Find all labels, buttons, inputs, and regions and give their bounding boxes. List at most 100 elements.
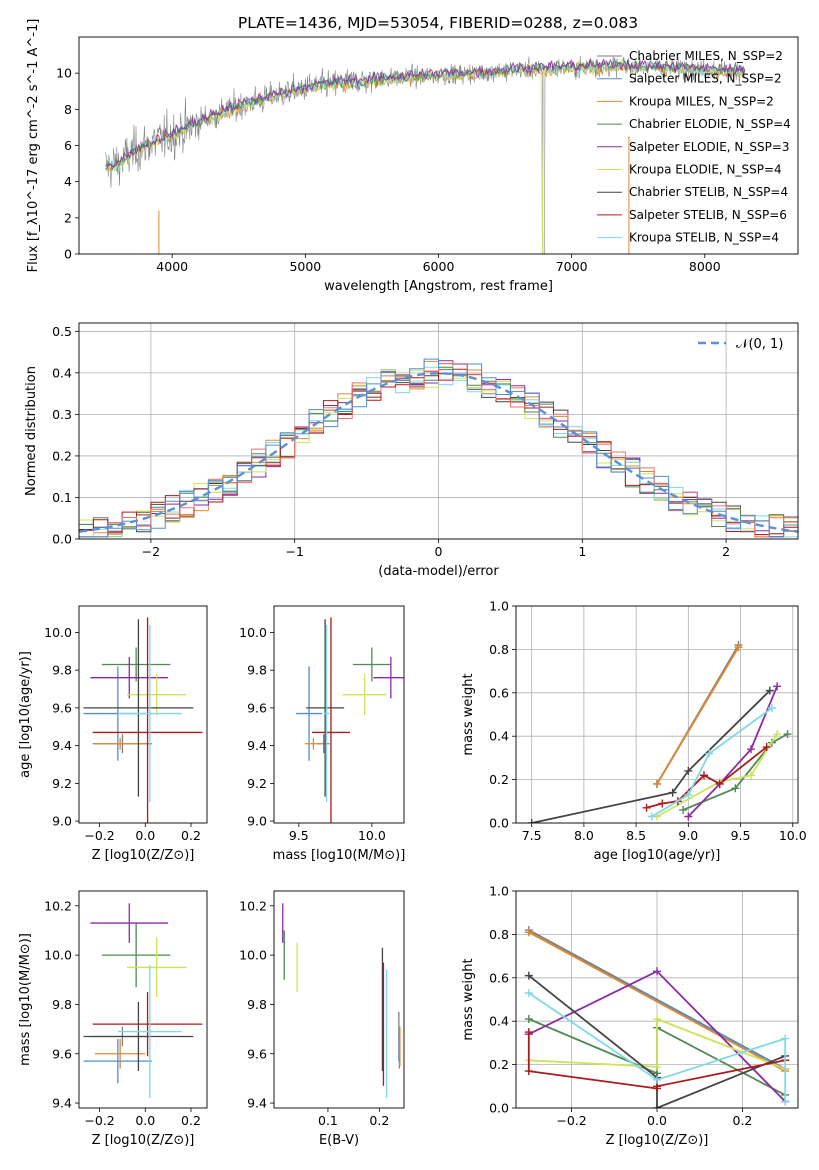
y-tick-label: 0.5 (52, 324, 72, 339)
mass-weight-marker (524, 971, 533, 980)
legend-entry: Salpeter MILES, N_SSP=2 (629, 72, 782, 86)
mass_weight_vs_age-panel: 7.5 8.0 8.5 9.0 9.5 10.0 0.0 0.2 0.4 0.6 0.8 1.0 age… (461, 599, 807, 864)
y-tick-label: 1.0 (489, 599, 509, 614)
y-tick-label: 0 (64, 247, 72, 262)
mass-weight-marker (653, 1075, 661, 1084)
mass-weight-marker (715, 779, 724, 788)
y-tick-label: 9.0 (52, 814, 72, 829)
y-axis-label: mass [log10(M/M⊙)] (18, 933, 33, 1066)
mass_vs_Z-frame (78, 890, 208, 1109)
y-tick-label: 6 (64, 138, 72, 153)
spectrum-frame (78, 36, 799, 255)
age_vs_mass-frame (273, 605, 405, 824)
mass-weight-line (656, 733, 778, 818)
y-tick-label: 0.4 (489, 729, 509, 744)
x-tick-label: 4000 (156, 259, 188, 274)
mass_weight_vs_age-frame (515, 605, 799, 824)
y-tick-label: 9.2 (247, 776, 267, 791)
mass-weight-marker (524, 928, 533, 937)
x-tick-label: 2 (722, 544, 730, 559)
model-spectrum-line (105, 58, 746, 170)
x-tick-label: 6000 (423, 259, 455, 274)
mass-weight-line (528, 1017, 786, 1070)
y-tick-label: 0.0 (489, 816, 509, 831)
mass-weight-marker (653, 1015, 661, 1024)
mass_vs_ebv-frame (273, 890, 405, 1109)
mass-weight-marker (527, 819, 536, 823)
y-tick-label: 0.6 (489, 970, 509, 985)
x-tick-label: 1 (578, 544, 586, 559)
mass-weight-marker (747, 771, 755, 780)
mass-weight-line (656, 646, 740, 785)
y-axis-label: mass weight (461, 958, 476, 1040)
x-tick-label: 9.5 (731, 828, 751, 843)
mass-weight-line (682, 733, 789, 811)
mass-weight-marker (765, 686, 774, 695)
y-tick-label: 9.4 (247, 1096, 267, 1111)
mass-weight-marker (684, 766, 693, 775)
y-tick-label: 9.2 (52, 776, 72, 791)
x-axis-label: (data-model)/error (378, 564, 499, 579)
y-axis-label: Flux [f_λ10^-17 erg cm^-2 s^-1 A^-1] (26, 19, 41, 273)
residual-histogram (79, 358, 798, 539)
x-tick-label: 10.0 (779, 828, 807, 843)
mass-weight-line (531, 689, 771, 823)
mass_vs_Z-plot-area (83, 903, 203, 1099)
legend-entry: Salpeter STELIB, N_SSP=6 (629, 208, 787, 222)
y-tick-label: 9.6 (52, 1046, 72, 1061)
mass-weight-line (687, 685, 778, 818)
y-tick-label: 0.4 (489, 1014, 509, 1029)
legend-entry: Chabrier MILES, N_SSP=2 (629, 49, 783, 63)
age_vs_Z-plot-area (83, 617, 203, 823)
x-tick-label: 8000 (689, 259, 721, 274)
x-tick-label: 0.2 (733, 1113, 753, 1128)
y-tick-label: 0.1 (52, 490, 72, 505)
y-tick-label: 9.6 (247, 1046, 267, 1061)
x-tick-label: 0.1 (318, 1113, 338, 1128)
mass-weight-marker (773, 730, 782, 739)
y-tick-label: 0.2 (52, 448, 72, 463)
model-spectrum-line (105, 59, 746, 171)
y-tick-label: 0.0 (52, 532, 72, 547)
age_vs_Z-panel: −0.2 0.0 0.2 9.0 9.2 9.4 9.6 9.8 10.0 Z [log10(Z/… (18, 605, 208, 863)
mass-weight-line (528, 931, 786, 1072)
x-tick-label: 8.5 (626, 828, 646, 843)
x-axis-label: mass [log10(M/M⊙)] (273, 848, 406, 863)
mass_vs_ebv-plot-area (282, 903, 401, 1099)
y-tick-label: 10.0 (44, 948, 72, 963)
x-tick-label: 9.5 (289, 828, 309, 843)
x-tick-label: 0.0 (647, 1113, 667, 1128)
y-tick-label: 0.8 (489, 642, 509, 657)
x-axis-label: Z [log10(Z/Z⊙)] (92, 848, 195, 863)
y-tick-label: 9.8 (52, 663, 72, 678)
legend-entry: 𝒩(0, 1) (736, 337, 783, 352)
y-tick-label: 9.4 (52, 1096, 72, 1111)
x-tick-label: 0.2 (181, 828, 201, 843)
y-tick-label: 0.2 (489, 1057, 509, 1072)
y-tick-label: 10.0 (239, 625, 267, 640)
x-axis-label: Z [log10(Z/Z⊙)] (92, 1133, 195, 1148)
spectrum-plot-area (105, 55, 746, 254)
mass-weight-marker (653, 1062, 661, 1071)
y-tick-label: 9.8 (247, 663, 267, 678)
x-axis-label: age [log10(age/yr)] (594, 848, 721, 863)
y-tick-label: 10.2 (239, 898, 267, 913)
x-tick-label: 0.2 (181, 1113, 201, 1128)
y-tick-label: 10 (56, 66, 72, 81)
x-tick-label: −0.2 (84, 828, 114, 843)
x-tick-label: −1 (285, 544, 303, 559)
y-tick-label: 2 (64, 210, 72, 225)
legend-entry: Chabrier ELODIE, N_SSP=4 (629, 117, 791, 131)
y-tick-label: 9.6 (52, 700, 72, 715)
age_vs_mass-panel: 9.5 10.0 9.0 9.2 9.4 9.6 9.8 10.0 mass [log10(M/… (239, 605, 406, 863)
mass_weight_vs_age-plot-area (527, 641, 792, 823)
y-tick-label: 9.4 (52, 738, 72, 753)
mass-weight-marker (647, 812, 656, 821)
spectrum-panel: 4000 5000 6000 7000 8000 0 2 4 6 8 10 wavelength [A… (26, 19, 799, 294)
legend-entry: Kroupa ELODIE, N_SSP=4 (629, 163, 782, 177)
mass-weight-marker (773, 682, 782, 691)
y-tick-label: 9.4 (247, 738, 267, 753)
y-tick-label: 0.8 (489, 927, 509, 942)
y-tick-label: 9.0 (247, 814, 267, 829)
